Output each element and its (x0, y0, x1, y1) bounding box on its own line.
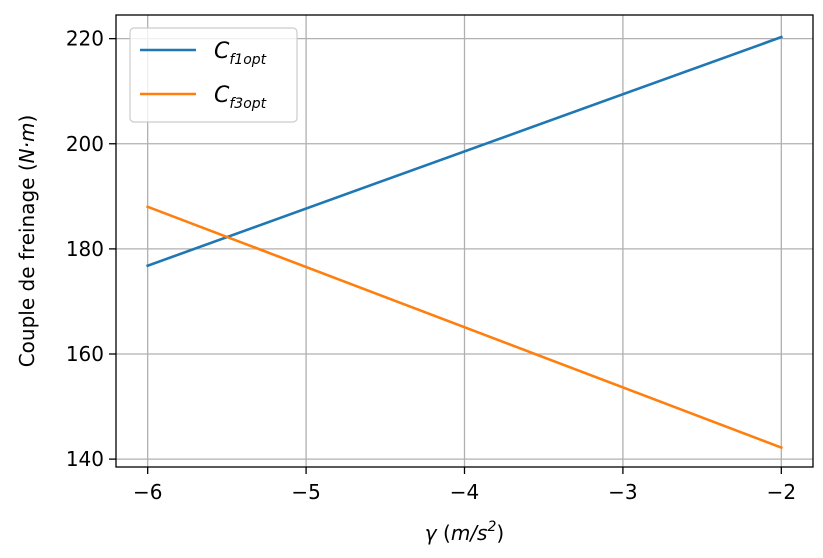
legend-box (129, 27, 298, 123)
y-tick-label: 160 (66, 342, 104, 366)
x-axis-label-symbol: γ (425, 521, 438, 545)
legend-label-cf1opt-sub: f1opt (229, 52, 266, 68)
y-tick-label: 200 (66, 132, 104, 156)
legend-label-cf3opt: Cf3opt (214, 83, 267, 112)
y-axis-label-unit: N·m (15, 123, 39, 164)
x-axis-label-open: ( (437, 521, 451, 545)
grid (116, 15, 813, 467)
y-axis-label-text: Couple de freinage ( (15, 163, 39, 367)
legend-label-cf1opt: Cf1opt (214, 39, 267, 68)
legend: Cf1opt Cf3opt (129, 27, 298, 123)
x-tick-label: −3 (608, 480, 637, 504)
legend-label-cf1opt-main: C (214, 39, 230, 64)
legend-label-cf3opt-main: C (214, 83, 230, 108)
ticks: −6 −5 −4 −3 −2 140 160 180 200 220 (66, 27, 796, 504)
x-tick-label: −6 (133, 480, 162, 504)
y-tick-label: 140 (66, 447, 104, 471)
y-axis-label: Couple de freinage (N·m) (15, 115, 39, 368)
y-tick-label: 220 (66, 27, 104, 51)
x-tick-label: −5 (291, 480, 320, 504)
series-line-cf3opt (146, 205, 783, 450)
x-tick-label: −2 (767, 480, 796, 504)
legend-label-cf3opt-sub: f3opt (229, 96, 266, 112)
y-tick-label: 180 (66, 237, 104, 261)
x-axis-label: γ (m/s2) (425, 519, 504, 545)
series-line-cf1opt (146, 35, 783, 268)
y-axis-label-close: ) (15, 115, 39, 123)
x-axis-label-sup: 2 (487, 519, 496, 535)
x-axis-label-unit: m/s (451, 521, 488, 545)
series-group (146, 35, 783, 450)
x-tick-label: −4 (450, 480, 479, 504)
x-axis-label-close: ) (496, 521, 504, 545)
